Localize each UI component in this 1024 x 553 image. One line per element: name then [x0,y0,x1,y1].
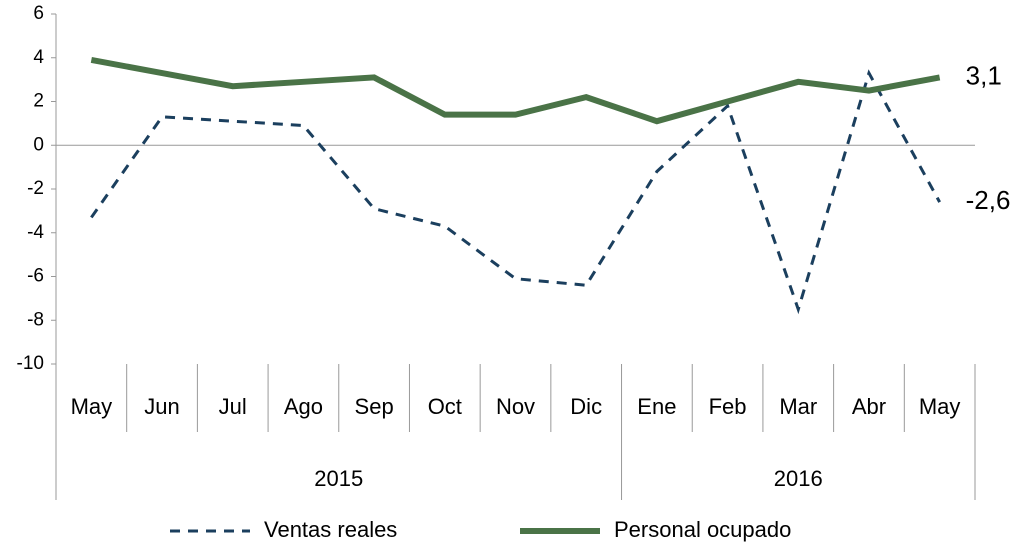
x-tick-label: Dic [570,394,602,419]
y-tick-label: -4 [27,222,44,243]
x-tick-label: May [919,394,961,419]
y-tick-label: 6 [33,3,44,24]
y-tick-label: 4 [33,47,44,68]
x-tick-label: Mar [779,394,817,419]
x-tick-label: Jul [219,394,247,419]
y-tick-label: -8 [27,309,44,330]
y-tick-label: 0 [33,134,44,155]
value-label: 3,1 [966,60,1002,90]
value-label: -2,6 [966,185,1011,215]
series-line [90,69,941,315]
y-tick-label: -6 [27,266,44,287]
x-tick-label: Ago [284,394,323,419]
x-tick-label: Feb [709,394,747,419]
x-tick-label: Abr [852,394,886,419]
y-tick-label: -2 [27,178,44,199]
x-tick-label: Oct [428,394,462,419]
x-tick-label: Nov [496,394,535,419]
series-line [90,56,941,125]
y-tick-label: -10 [17,353,44,374]
x-tick-label: Jun [144,394,179,419]
y-tick-label: 2 [33,91,44,112]
x-group-label: 2016 [774,466,823,491]
legend-label: Personal ocupado [614,517,791,542]
x-tick-label: May [71,394,113,419]
legend-label: Ventas reales [264,517,397,542]
x-tick-label: Ene [637,394,676,419]
x-group-label: 2015 [314,466,363,491]
x-tick-label: Sep [355,394,394,419]
